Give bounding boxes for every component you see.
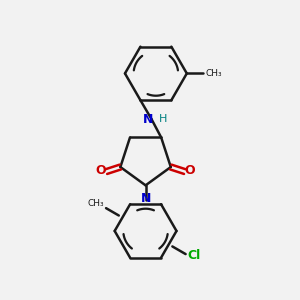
Text: CH₃: CH₃ [205,69,222,78]
Text: N: N [140,192,151,205]
Text: Cl: Cl [187,249,200,262]
Text: N: N [143,112,153,126]
Text: H: H [159,114,167,124]
Text: O: O [96,164,106,177]
Text: CH₃: CH₃ [87,199,104,208]
Text: O: O [185,164,195,177]
